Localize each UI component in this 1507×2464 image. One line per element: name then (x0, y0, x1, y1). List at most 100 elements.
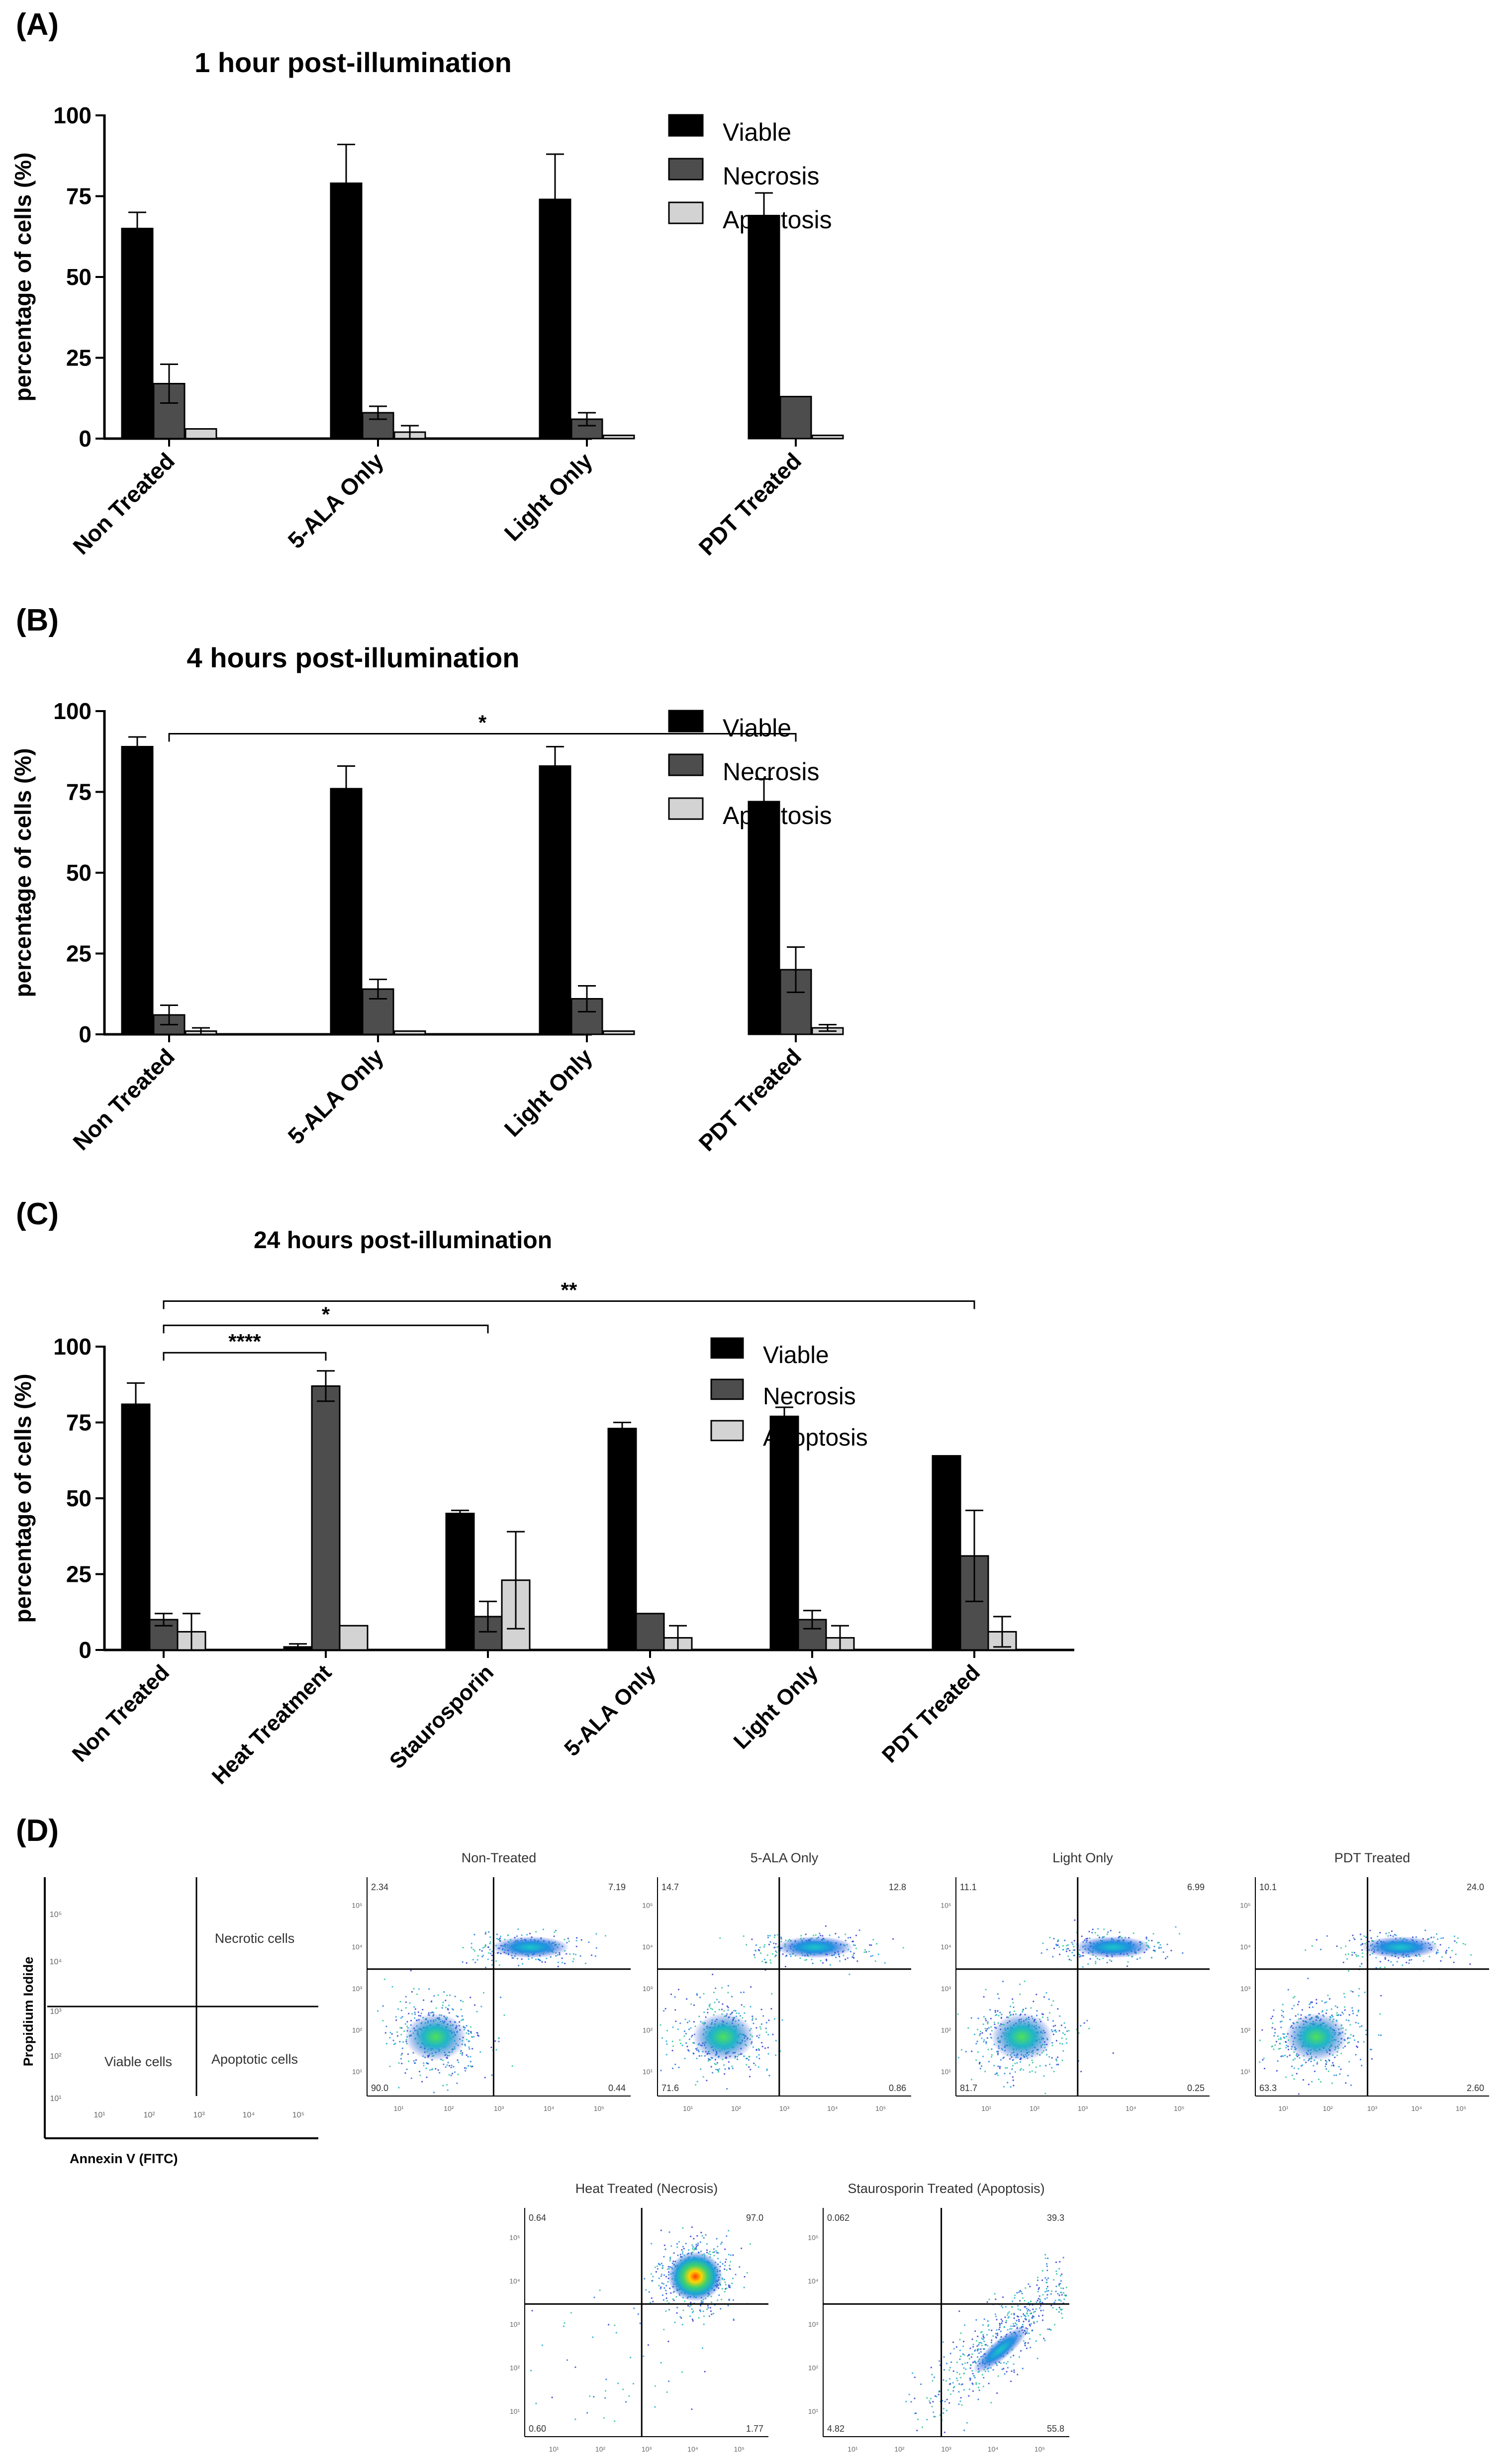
flow-event (975, 2382, 977, 2384)
flow-event (1166, 1943, 1168, 1945)
flow-event (1057, 2056, 1059, 2058)
flow-event (1422, 1960, 1424, 1962)
flow-event (718, 2001, 720, 2003)
flow-event (1068, 1958, 1070, 1961)
flow-event (997, 2065, 999, 2067)
flow-event (1352, 1991, 1354, 1993)
density-core (692, 2013, 754, 2061)
flow-event (1340, 2014, 1342, 2016)
flow-event (1106, 1933, 1108, 1935)
flow-event (976, 2356, 979, 2358)
flow-event (718, 2008, 720, 2010)
flow-event (1068, 2029, 1070, 2032)
flow-event (1065, 2295, 1067, 2297)
flow-event (1048, 1998, 1050, 2001)
schematic-x-tick: 10⁵ (292, 2111, 304, 2119)
flow-event (721, 2288, 723, 2290)
flow-event (1311, 2001, 1313, 2004)
flow-event (699, 2241, 701, 2243)
flow-event (480, 2006, 482, 2008)
flow-event (404, 2072, 406, 2074)
flow-event (1033, 2001, 1035, 2003)
flow-event (905, 2400, 907, 2402)
flow-event (1019, 1993, 1021, 1995)
flow-event (477, 1955, 479, 1957)
flow-event (972, 2373, 974, 2374)
flow-event (672, 2045, 674, 2047)
flow-event (670, 2245, 672, 2247)
flow-event (970, 2356, 972, 2358)
flow-x-tick: 10⁵ (1456, 2104, 1466, 2112)
flow-event (726, 2269, 728, 2271)
flow-event (1294, 2058, 1296, 2060)
flow-event (1007, 2367, 1009, 2369)
flow-event (565, 1953, 567, 1955)
flow-event (767, 1934, 769, 1936)
flow-event (1041, 2319, 1044, 2321)
flow-event (720, 2243, 722, 2245)
flow-x-tick: 10¹ (393, 2104, 404, 2112)
flow-event (671, 2050, 673, 2052)
flow-event (1032, 2062, 1034, 2064)
flow-event (1044, 2093, 1046, 2095)
flow-event (700, 2305, 702, 2307)
flow-event (708, 2005, 710, 2007)
flow-event (435, 2007, 437, 2009)
flow-event (1079, 1956, 1081, 1958)
flow-event (1078, 2032, 1080, 2034)
flow-event (1003, 2362, 1005, 2364)
flow-event (1072, 1943, 1074, 1945)
flow-event (963, 2429, 965, 2431)
flow-event (1028, 2319, 1030, 2321)
flow-y-tick: 10³ (510, 2320, 520, 2328)
flow-event (743, 1935, 745, 1937)
flow-event (1112, 2052, 1114, 2054)
flow-event (572, 1960, 574, 1963)
flow-event (1035, 2340, 1037, 2342)
significance-label: * (478, 711, 487, 734)
flow-event (983, 2041, 985, 2043)
flow-event (663, 2244, 665, 2246)
flow-event (761, 2045, 763, 2048)
flow-event (953, 2348, 955, 2350)
y-tick-label: 0 (79, 1021, 92, 1047)
flow-event (484, 2077, 486, 2079)
flow-event (728, 2254, 730, 2256)
flow-event (1272, 2022, 1274, 2024)
flow-event (445, 2000, 447, 2002)
flow-event (531, 2310, 533, 2312)
flow-event (1065, 1948, 1068, 1950)
flow-event (870, 1955, 872, 1957)
flow-event (693, 2021, 695, 2023)
bar-viable (330, 788, 363, 1035)
flow-event (769, 1959, 771, 1961)
flow-event (1066, 2030, 1068, 2032)
flow-event (726, 2235, 728, 2237)
flow-event (588, 1941, 590, 1943)
flow-event (700, 2250, 702, 2252)
flow-event (977, 2349, 979, 2351)
flow-event (1353, 1952, 1355, 1954)
flow-event (1028, 2320, 1030, 2322)
flow-event (657, 2268, 659, 2270)
flow-event (683, 2035, 685, 2037)
flow-event (1023, 2315, 1025, 2317)
flow-event (991, 2054, 993, 2056)
flow-event (603, 2417, 605, 2419)
flow-event (1309, 2007, 1311, 2008)
flow-event (1011, 2370, 1013, 2372)
flow-event (1298, 2001, 1300, 2003)
flow-event (589, 2395, 591, 2397)
flow-event (908, 2393, 910, 2395)
flow-event (728, 2286, 730, 2288)
flow-event (982, 2334, 984, 2336)
flow-event (1442, 1937, 1444, 1939)
flow-event (1059, 2261, 1061, 2263)
flow-event (470, 2031, 472, 2033)
flow-event (1059, 2275, 1062, 2277)
flow-event (605, 2390, 607, 2392)
flow-event (1455, 1953, 1457, 1955)
flow-event (448, 2012, 450, 2014)
flow-event (725, 2258, 727, 2261)
flow-y-tick: 10⁵ (642, 1902, 653, 1910)
